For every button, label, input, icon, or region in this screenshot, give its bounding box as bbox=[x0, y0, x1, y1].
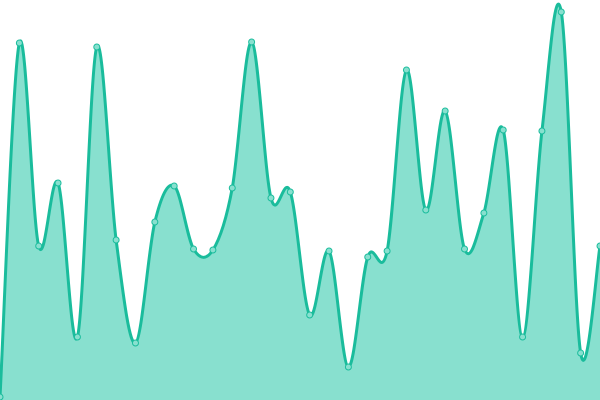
data-point-3[interactable] bbox=[54, 179, 62, 187]
data-point-24[interactable] bbox=[461, 245, 469, 253]
data-point-2[interactable] bbox=[35, 242, 43, 250]
data-point-11[interactable] bbox=[209, 246, 217, 254]
data-point-8[interactable] bbox=[151, 218, 159, 226]
data-point-5[interactable] bbox=[93, 43, 101, 51]
data-point-0[interactable] bbox=[0, 393, 4, 400]
data-point-10[interactable] bbox=[190, 245, 198, 253]
data-point-9[interactable] bbox=[170, 182, 178, 190]
data-point-18[interactable] bbox=[344, 363, 352, 371]
data-point-19[interactable] bbox=[364, 253, 372, 261]
data-point-28[interactable] bbox=[538, 127, 546, 135]
data-point-4[interactable] bbox=[73, 333, 81, 341]
data-point-31[interactable] bbox=[596, 242, 600, 250]
area-fill bbox=[0, 4, 600, 400]
data-point-22[interactable] bbox=[422, 206, 430, 214]
data-point-16[interactable] bbox=[306, 311, 314, 319]
data-point-13[interactable] bbox=[248, 38, 256, 46]
data-point-7[interactable] bbox=[131, 339, 139, 347]
data-point-6[interactable] bbox=[112, 236, 120, 244]
data-point-26[interactable] bbox=[499, 126, 507, 134]
data-point-25[interactable] bbox=[480, 209, 488, 217]
data-point-1[interactable] bbox=[15, 39, 23, 47]
data-point-21[interactable] bbox=[402, 66, 410, 74]
data-point-15[interactable] bbox=[286, 188, 294, 196]
data-point-29[interactable] bbox=[557, 8, 565, 16]
data-point-30[interactable] bbox=[577, 349, 585, 357]
data-point-12[interactable] bbox=[228, 184, 236, 192]
data-point-17[interactable] bbox=[325, 247, 333, 255]
data-point-20[interactable] bbox=[383, 247, 391, 255]
data-point-14[interactable] bbox=[267, 194, 275, 202]
data-point-27[interactable] bbox=[519, 333, 527, 341]
data-point-23[interactable] bbox=[441, 107, 449, 115]
